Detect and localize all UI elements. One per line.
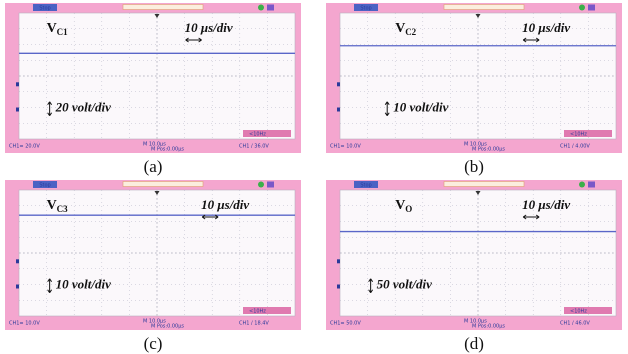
- caption: (c): [144, 334, 163, 353]
- slider: [123, 182, 203, 187]
- ch-marker: [16, 285, 19, 289]
- trigger: CH1 / 46.0V: [560, 321, 590, 327]
- position: M Pos:0.00μs: [151, 324, 184, 330]
- icon: [267, 182, 274, 188]
- slider: [444, 5, 524, 10]
- signal-subscript: O: [405, 204, 412, 214]
- ch-scale: CH1= 20.0V: [9, 144, 40, 150]
- figure: StopVC110 μs/div20 volt/div<10HzCH1= 20.…: [0, 0, 628, 354]
- signal-subscript: C2: [405, 27, 416, 37]
- caption: (a): [144, 157, 163, 176]
- volt-scale: 20 volt/div: [55, 100, 111, 115]
- caption: (d): [464, 334, 484, 353]
- trigger: CH1 / 4.00V: [560, 144, 590, 150]
- ch-scale: CH1= 10.0V: [330, 144, 361, 150]
- volt-scale: 10 volt/div: [56, 277, 111, 292]
- frequency: <10Hz: [249, 131, 266, 137]
- time-scale: 10 μs/div: [522, 20, 570, 35]
- time-scale: 10 μs/div: [522, 197, 570, 212]
- ch-marker: [337, 259, 340, 263]
- status: Stop: [360, 5, 371, 11]
- position: M Pos:0.00μs: [472, 147, 505, 153]
- time-scale: 10 μs/div: [201, 197, 249, 212]
- frequency: <10Hz: [570, 308, 587, 314]
- status: Stop: [39, 5, 50, 11]
- signal-subscript: C1: [57, 27, 68, 37]
- ch-marker: [337, 82, 340, 86]
- icon: [579, 182, 585, 188]
- ch-scale: CH1= 50.0V: [330, 321, 361, 327]
- signal-label: V: [395, 21, 405, 36]
- status: Stop: [39, 182, 50, 188]
- frequency: <10Hz: [249, 308, 266, 314]
- ch-marker: [337, 108, 340, 112]
- signal-subscript: C3: [57, 204, 68, 214]
- position: M Pos:0.00μs: [472, 324, 505, 330]
- ch-marker: [16, 82, 19, 86]
- volt-scale: 50 volt/div: [377, 277, 432, 292]
- caption: (b): [464, 157, 484, 176]
- trigger: CH1 / 36.0V: [239, 144, 269, 150]
- ch-marker: [16, 259, 19, 263]
- ch-marker: [337, 285, 340, 289]
- signal-label: V: [47, 21, 57, 36]
- icon: [258, 5, 264, 11]
- slider: [444, 182, 524, 187]
- trigger: CH1 / 18.4V: [239, 321, 269, 327]
- icon: [588, 5, 595, 11]
- icon: [267, 5, 274, 11]
- position: M Pos:0.00μs: [151, 147, 184, 153]
- icon: [258, 182, 264, 188]
- ch-scale: CH1= 10.0V: [9, 321, 40, 327]
- frequency: <10Hz: [570, 131, 587, 137]
- icon: [588, 182, 595, 188]
- slider: [123, 5, 203, 10]
- time-scale: 10 μs/div: [185, 20, 233, 35]
- status: Stop: [360, 182, 371, 188]
- volt-scale: 10 volt/div: [393, 100, 448, 115]
- ch-marker: [16, 108, 19, 112]
- icon: [579, 5, 585, 11]
- signal-label: V: [47, 198, 57, 213]
- signal-label: V: [395, 198, 405, 213]
